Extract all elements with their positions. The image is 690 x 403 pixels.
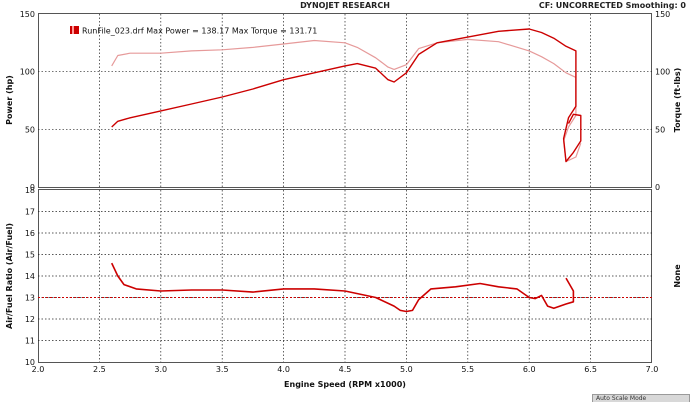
torque-axis-label: Torque (ft-lbs) [673, 68, 682, 133]
torque-line [111, 38, 582, 163]
x-axis-label: Engine Speed (RPM x1000) [284, 380, 406, 389]
power-line [111, 28, 582, 163]
x-tick-label: 6.5 [584, 365, 597, 374]
x-tick-label: 2.0 [32, 365, 45, 374]
afr-tick-label: 12 [25, 315, 35, 324]
x-tick-label: 3.5 [216, 365, 229, 374]
torque-tick-label: 50 [655, 125, 665, 134]
x-tick-label: 4.5 [339, 365, 352, 374]
header: DYNOJET RESEARCH CF: UNCORRECTED Smoothi… [0, 0, 690, 13]
x-tick-label: 4.0 [277, 365, 290, 374]
x-tick-label: 2.5 [93, 365, 106, 374]
x-tick-label: 3.0 [154, 365, 167, 374]
afr-tick-label: 16 [25, 229, 35, 238]
power-tick-label: 100 [20, 68, 35, 77]
legend-label: RunFile_023.drf Max Power = 138.17 Max T… [82, 27, 317, 36]
status-text: CF: UNCORRECTED Smoothing: 0 [538, 1, 686, 10]
afr-tick-label: 11 [25, 337, 35, 346]
power-tick-label: 0 [30, 183, 35, 192]
x-tick-label: 7.0 [646, 365, 659, 374]
torque-tick-label: 150 [655, 10, 670, 19]
afr-tick-label: 10 [25, 358, 35, 367]
afr-tick-label: 13 [25, 294, 35, 303]
power-tick-label: 150 [20, 10, 35, 19]
legend-swatch [70, 26, 79, 34]
power-axis-label: Power (hp) [5, 75, 14, 125]
legend-swatch-highlight [72, 26, 74, 34]
torque-tick-label: 100 [655, 68, 670, 77]
afr-tick-label: 14 [25, 272, 35, 281]
afr-axis-label: Air/Fuel Ratio (Air/Fuel) [5, 223, 14, 329]
afr-tick-label: 15 [25, 251, 35, 260]
none-axis-label: None [673, 264, 682, 288]
afr-line [110, 262, 575, 313]
x-tick-label: 5.5 [461, 365, 474, 374]
app-title: DYNOJET RESEARCH [300, 1, 390, 10]
auto-scale-tab[interactable]: Auto Scale Mode [592, 394, 690, 402]
x-tick-label: 6.0 [523, 365, 536, 374]
torque-tick-label: 0 [655, 183, 660, 192]
afr-tick-label: 18 [25, 186, 35, 195]
power-tick-label: 50 [25, 125, 35, 134]
x-tick-label: 5.0 [400, 365, 413, 374]
afr-tick-label: 17 [25, 208, 35, 217]
